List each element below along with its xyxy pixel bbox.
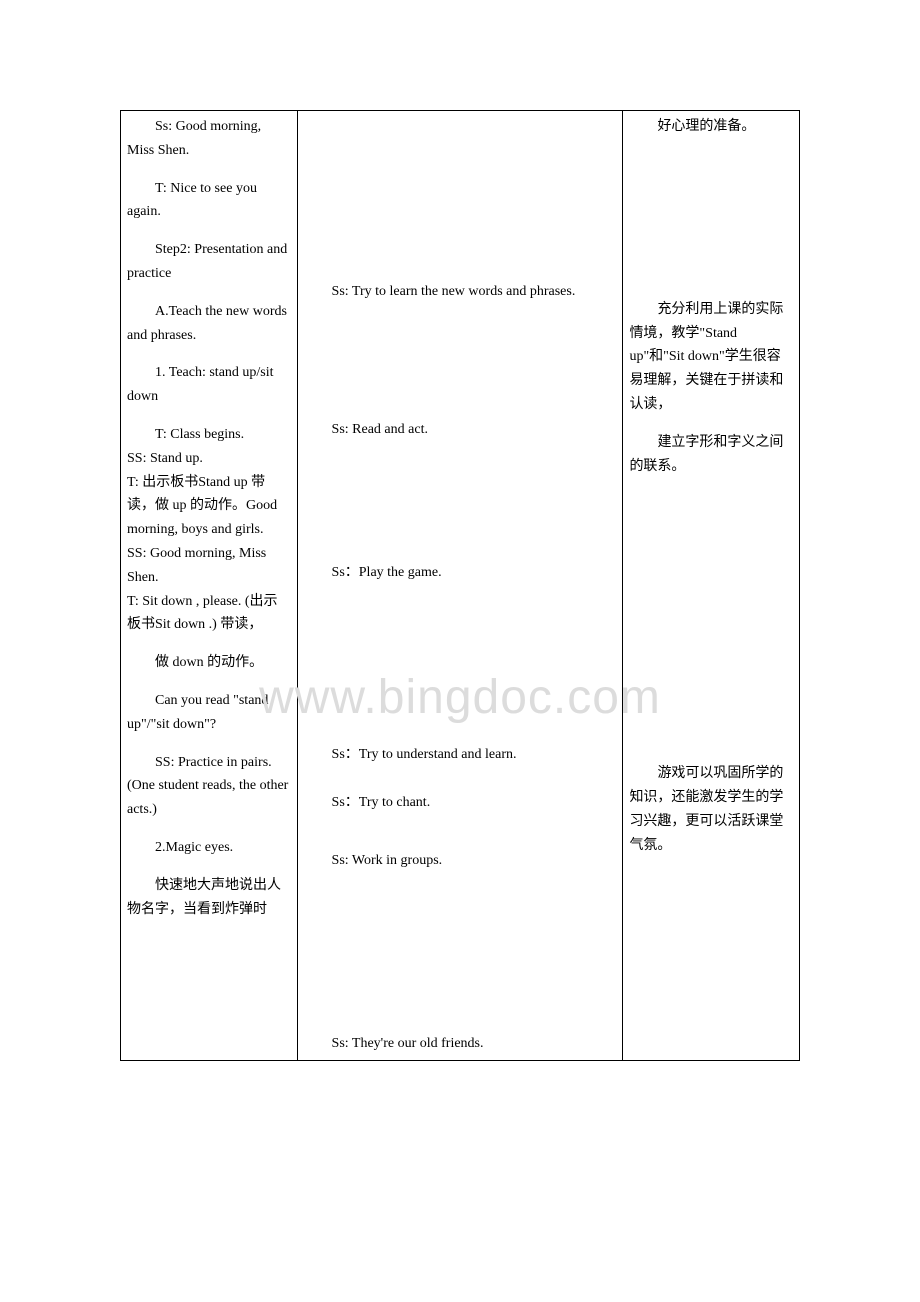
text-block: 游戏可以巩固所学的知识，还能激发学生的学习兴趣，更可以活跃课堂气氛。 <box>629 762 793 857</box>
spacer <box>304 115 617 280</box>
student-activity-cell: Ss: Try to learn the new words and phras… <box>297 111 623 1061</box>
text-block: Ss: Read and act. <box>304 418 617 442</box>
spacer <box>629 153 793 298</box>
table-row: Ss: Good morning, Miss Shen. T: Nice to … <box>121 111 800 1061</box>
spacer <box>629 492 793 762</box>
text-block: Step2: Presentation and practice <box>127 238 291 286</box>
text-block: 快速地大声地说出人物名字，当看到炸弹时 <box>127 874 291 922</box>
text-block: 好心理的准备。 <box>629 115 793 139</box>
text-line: T: Sit down , please. (出示板书Sit down .) 带… <box>127 590 291 638</box>
spacer <box>304 829 617 849</box>
spacer <box>304 598 617 743</box>
text-block: 建立字形和字义之间的联系。 <box>629 431 793 479</box>
text-block: Can you read "stand up"/"sit down"? <box>127 689 291 737</box>
purpose-cell: 好心理的准备。 充分利用上课的实际情境，教学"Stand up"和"Sit do… <box>623 111 800 1061</box>
text-line: SS: Good morning, Miss Shen. <box>127 542 291 590</box>
text-block: 做 down 的动作。 <box>127 651 291 675</box>
text-line: T: Class begins. <box>127 423 291 447</box>
text-block: T: Class begins. SS: Stand up. T: 出示板书St… <box>127 423 291 637</box>
left-content: Ss: Good morning, Miss Shen. T: Nice to … <box>121 111 297 925</box>
page-container: Ss: Good morning, Miss Shen. T: Nice to … <box>0 0 920 1061</box>
middle-content: Ss: Try to learn the new words and phras… <box>298 111 623 1060</box>
right-content: 好心理的准备。 充分利用上课的实际情境，教学"Stand up"和"Sit do… <box>623 111 799 876</box>
text-block: Ss: Try to learn the new words and phras… <box>304 280 617 304</box>
text-block: SS: Practice in pairs.(One student reads… <box>127 751 291 822</box>
text-block: Ss：Try to understand and learn. <box>304 743 617 767</box>
spacer <box>304 318 617 418</box>
text-block: 2.Magic eyes. <box>127 836 291 860</box>
text-block: T: Nice to see you again. <box>127 177 291 225</box>
text-block: Ss: Good morning, Miss Shen. <box>127 115 291 163</box>
lesson-table: Ss: Good morning, Miss Shen. T: Nice to … <box>120 110 800 1061</box>
text-block: Ss: Work in groups. <box>304 849 617 873</box>
text-block: Ss：Try to chant. <box>304 791 617 815</box>
text-block: A.Teach the new words and phrases. <box>127 300 291 348</box>
text-line: T: 出示板书Stand up 带读，做 up 的动作。Good morning… <box>127 471 291 542</box>
spacer <box>304 781 617 791</box>
teacher-activity-cell: Ss: Good morning, Miss Shen. T: Nice to … <box>121 111 298 1061</box>
spacer <box>304 887 617 1032</box>
text-block: Ss：Play the game. <box>304 561 617 585</box>
text-line: SS: Stand up. <box>127 447 291 471</box>
spacer <box>304 456 617 561</box>
text-block: 充分利用上课的实际情境，教学"Stand up"和"Sit down"学生很容易… <box>629 298 793 417</box>
text-block: Ss: They're our old friends. <box>304 1032 617 1056</box>
text-block: 1. Teach: stand up/sit down <box>127 361 291 409</box>
